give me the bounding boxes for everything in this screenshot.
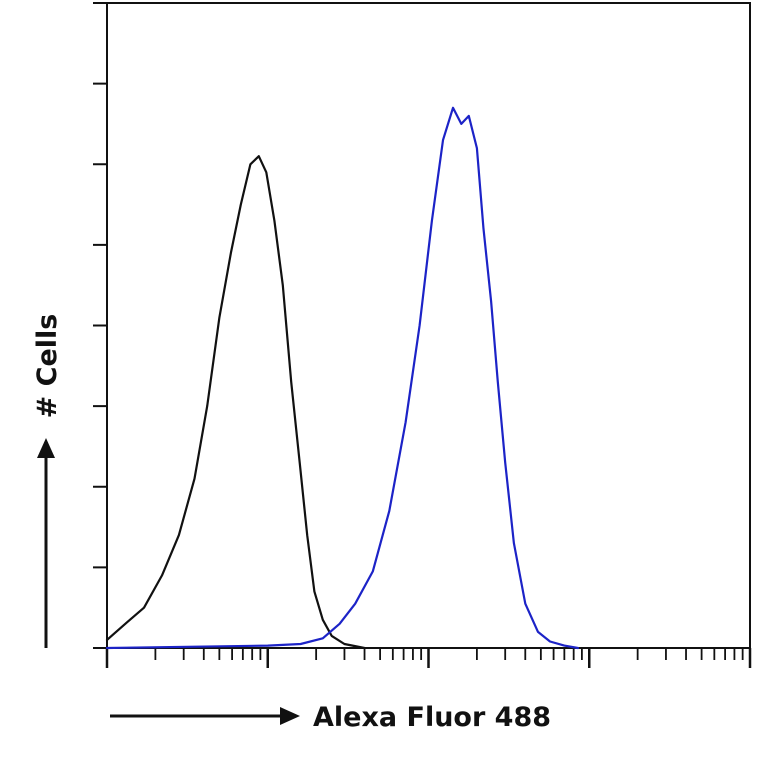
x-axis-arrow-head: [280, 707, 300, 725]
plot-frame: [106, 2, 751, 649]
y-axis-label: # Cells: [32, 314, 63, 419]
series-layer: [105, 106, 580, 650]
x-axis-ticks: [105, 648, 752, 668]
series-line-2: [105, 106, 580, 650]
y-axis-ticks: [93, 2, 107, 649]
y-axis-arrow-head: [37, 438, 55, 458]
series-line-1: [105, 155, 366, 650]
x-axis-label: Alexa Fluor 488: [313, 702, 551, 733]
